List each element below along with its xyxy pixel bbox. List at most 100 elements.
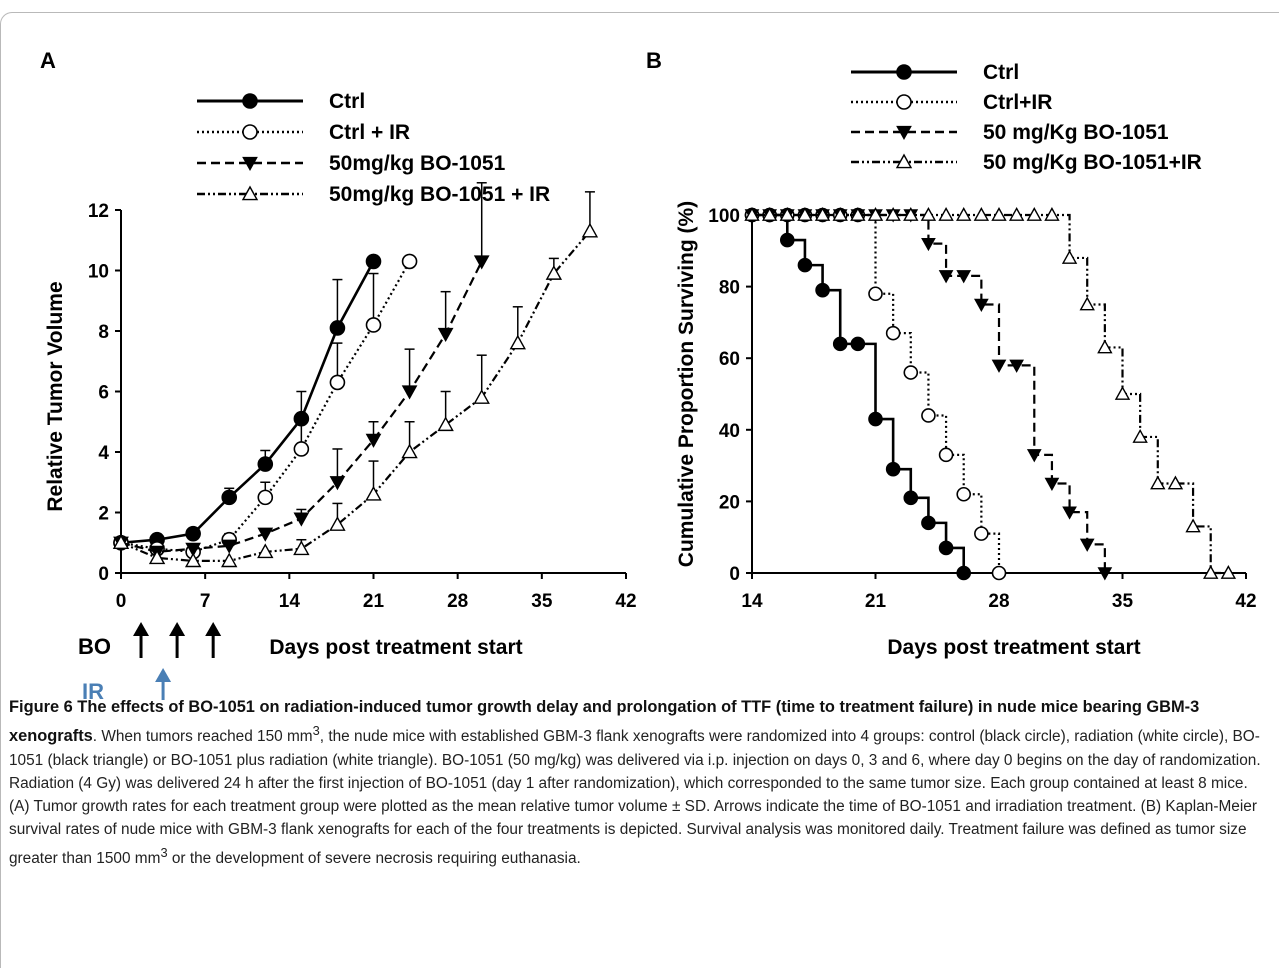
b-data-point — [779, 232, 795, 248]
a-data-point — [148, 549, 166, 565]
b-data-point — [1097, 339, 1113, 354]
a-y-tick-label: 2 — [98, 504, 109, 525]
b-data-point — [885, 207, 901, 221]
b-data-point — [956, 207, 972, 221]
b-data-point — [1167, 475, 1184, 490]
b-x-tick-label: 14 — [741, 591, 763, 612]
b-legend-marker — [896, 94, 912, 110]
a-data-point — [329, 374, 346, 391]
b-data-point — [832, 336, 848, 352]
a-data-point — [293, 540, 310, 556]
b-x-tick-label: 35 — [1112, 591, 1134, 612]
b-data-point — [1079, 538, 1095, 552]
a-x-axis-title: Days post treatment start — [269, 636, 522, 659]
a-series-line — [120, 230, 591, 563]
legend-b: Ctrl Ctrl+IR 50 mg/Kg BO-1051 50 mg/Kg BO-1… — [851, 61, 1202, 174]
a-data-point — [112, 534, 130, 550]
treatment-arrow-head — [133, 622, 150, 636]
b-x-tick-label: 42 — [1235, 591, 1256, 612]
b-data-point — [1044, 207, 1060, 221]
a-data-point — [437, 416, 454, 432]
a-data-point — [365, 253, 382, 270]
b-data-point — [850, 207, 866, 221]
a-legend-marker — [242, 93, 258, 109]
chart-b: 14 21 28 35 42 0 20 40 60 80 100 Cumulative Proport… — [675, 201, 1257, 659]
caption-body-3: or the development of severe necrosis re… — [167, 850, 581, 868]
b-data-point — [956, 486, 972, 502]
b-data-point — [974, 526, 989, 541]
b-data-point — [1185, 518, 1201, 533]
a-data-point — [221, 489, 238, 506]
b-data-point — [797, 257, 813, 273]
b-data-point — [868, 286, 883, 302]
b-data-point — [903, 365, 919, 380]
a-legend-label: Ctrl + IR — [329, 121, 410, 144]
b-data-point — [1097, 567, 1113, 581]
b-y-tick-label: 100 — [708, 206, 740, 227]
a-series-line — [120, 260, 375, 545]
caption-sup-1: 3 — [312, 723, 320, 739]
figure-caption: Figure 6 The effects of BO-1051 on radia… — [9, 696, 1271, 871]
a-legend-marker — [242, 156, 258, 172]
a-series-line — [120, 260, 411, 553]
a-data-point — [185, 525, 201, 542]
b-data-point — [974, 298, 989, 313]
a-data-point — [365, 485, 382, 501]
caption-body-2: , the nude mice with established GBM-3 f… — [9, 728, 1261, 868]
a-legend-marker — [242, 124, 258, 140]
b-series-3 — [744, 207, 1237, 579]
a-data-point — [509, 334, 526, 350]
a-series-0 — [113, 253, 382, 551]
b-data-point — [921, 515, 936, 531]
a-legend-label: 50mg/kg BO-1051 + IR — [329, 183, 550, 206]
b-y-axis-title: Cumulative Proportion Surviving (%) — [675, 201, 698, 567]
a-x-tick-label: 7 — [200, 591, 211, 612]
b-data-point — [938, 270, 954, 284]
b-data-point — [1026, 449, 1042, 463]
b-data-point — [744, 207, 760, 221]
a-data-point — [293, 512, 310, 527]
b-data-point — [885, 461, 901, 477]
b-data-point — [920, 207, 937, 221]
a-legend-label: 50mg/kg BO-1051 — [329, 152, 506, 175]
b-legend-label: Ctrl+IR — [983, 91, 1052, 114]
b-data-point — [779, 207, 795, 221]
a-y-tick-label: 10 — [88, 262, 109, 283]
a-data-point — [581, 222, 599, 238]
a-y-axis-title: Relative Tumor Volume — [44, 281, 67, 511]
legend-a: Ctrl Ctrl + IR 50mg/kg BO-1051 50mg/kg BO-1… — [197, 90, 550, 206]
a-data-point — [401, 385, 418, 400]
caption-title: Figure 6 The effects of BO-1051 on radia… — [9, 698, 1200, 746]
a-x-tick-label: 28 — [447, 591, 468, 612]
a-legend-label: Ctrl — [329, 90, 365, 113]
chart-a: 0 7 14 21 28 35 42 0 2 4 6 8 10 12 Relative Tumor Volu… — [44, 182, 637, 659]
b-x-tick-label: 28 — [988, 591, 1009, 612]
a-series-3 — [112, 191, 599, 568]
a-data-point — [329, 476, 346, 491]
a-data-point — [184, 552, 202, 568]
a-x-tick-label: 42 — [615, 591, 636, 612]
a-y-tick-label: 8 — [98, 322, 109, 343]
b-data-point — [1009, 359, 1024, 373]
b-data-point — [761, 207, 778, 221]
a-x-tick-label: 21 — [363, 591, 385, 612]
b-data-point — [797, 207, 813, 221]
b-series-0 — [744, 207, 972, 581]
a-y-tick-label: 4 — [98, 443, 109, 464]
a-x-tick-label: 35 — [531, 591, 553, 612]
a-data-point — [257, 456, 274, 472]
b-data-point — [1026, 207, 1042, 221]
b-y-tick-label: 40 — [719, 421, 740, 442]
panel-b-label: B — [646, 48, 662, 73]
b-data-point — [1203, 565, 1219, 579]
b-data-point — [991, 359, 1007, 373]
figure-canvas: A B 0 7 14 21 28 35 42 0 2 4 6 8 10 12 Relative Tumor … — [40, 48, 1257, 700]
panel-a-label: A — [40, 48, 56, 73]
b-data-point — [1044, 477, 1060, 492]
b-data-point — [1079, 296, 1095, 311]
a-data-point — [329, 516, 346, 531]
treatment-arrow-head — [155, 668, 172, 682]
a-data-point — [545, 265, 563, 280]
b-y-tick-label: 80 — [719, 278, 740, 299]
treatment-schedule: BO IR — [78, 622, 222, 700]
